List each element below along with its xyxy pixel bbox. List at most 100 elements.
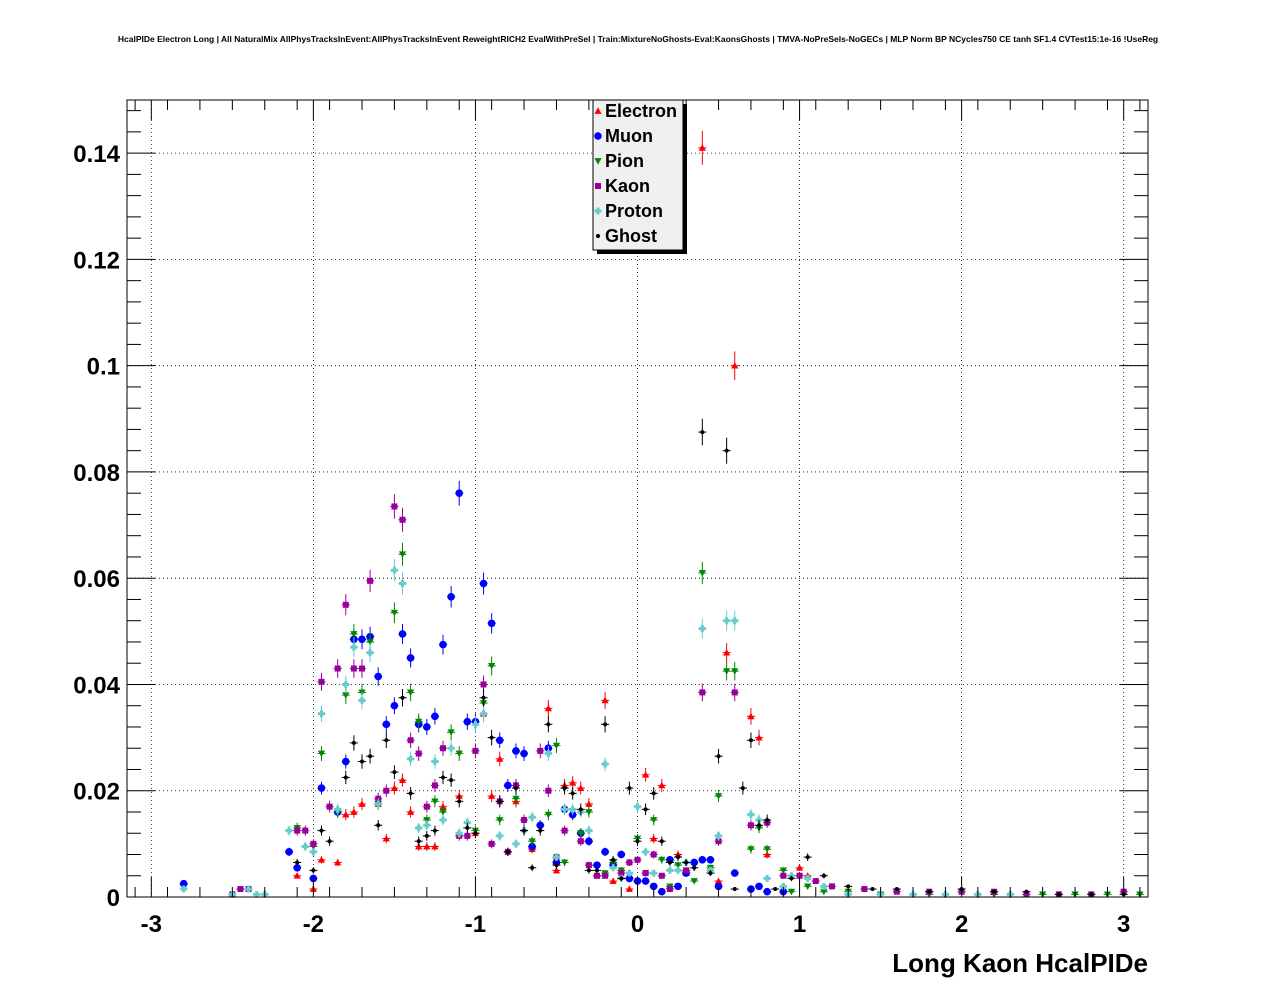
data-point-proton — [804, 874, 812, 882]
data-point-proton — [342, 680, 350, 688]
data-point-ghost — [489, 735, 494, 740]
data-point-kaon — [237, 886, 244, 893]
data-point-ghost — [659, 839, 664, 844]
y-tick-label: 0.04 — [73, 672, 120, 699]
data-point-muon — [179, 879, 188, 888]
data-point-kaon — [731, 689, 738, 696]
data-point-electron — [293, 872, 301, 879]
data-point-pion — [787, 888, 796, 896]
legend-label-muon: Muon — [605, 126, 653, 146]
data-point-proton — [674, 866, 682, 874]
data-point-pion — [658, 856, 666, 864]
data-point-ghost — [554, 863, 559, 868]
data-point-electron — [763, 850, 771, 858]
data-point-ghost — [992, 889, 997, 894]
data-point-ghost — [505, 849, 510, 854]
data-point-ghost — [643, 807, 648, 812]
data-point-electron — [714, 877, 723, 884]
data-point-kaon — [521, 816, 528, 823]
data-point-muon — [431, 712, 439, 721]
data-point-electron — [398, 776, 407, 783]
data-point-muon — [536, 821, 545, 830]
data-point-muon — [706, 856, 715, 864]
data-point-pion — [763, 846, 771, 853]
data-point-proton — [358, 696, 366, 704]
data-point-pion — [723, 668, 731, 675]
data-point-electron — [601, 696, 609, 704]
data-point-electron — [795, 864, 804, 871]
data-point-ghost — [351, 740, 356, 745]
axis-ticks — [127, 100, 1148, 898]
data-point-muon — [585, 837, 593, 846]
data-point-muon — [690, 858, 699, 867]
data-point-muon — [617, 850, 626, 859]
data-point-proton — [496, 832, 504, 840]
data-point-pion — [714, 793, 723, 800]
data-point-ghost — [457, 799, 462, 804]
data-point-muon — [317, 784, 326, 792]
data-point-muon — [423, 723, 431, 731]
data-point-muon — [520, 749, 528, 758]
chart-title: HcalPIDe Electron Long | All NaturalMix … — [118, 34, 1158, 44]
data-point-proton — [634, 803, 641, 811]
data-point-kaon — [383, 787, 390, 794]
data-point-electron — [382, 834, 390, 842]
data-point-muon — [763, 887, 771, 896]
data-point-kaon — [699, 689, 706, 696]
data-point-electron — [334, 858, 342, 866]
data-point-pion — [317, 750, 326, 758]
data-point-ghost — [432, 828, 437, 833]
data-point-kaon — [488, 840, 495, 847]
data-point-proton — [666, 866, 674, 874]
data-point-proton — [447, 744, 455, 752]
data-point-kaon — [1023, 891, 1030, 898]
data-point-kaon — [593, 872, 600, 879]
data-point-pion — [560, 859, 569, 867]
data-point-ghost — [757, 823, 762, 828]
data-point-ghost — [384, 738, 389, 743]
legend-marker-proton — [594, 207, 602, 215]
data-point-electron — [415, 842, 423, 850]
data-point-ghost — [481, 695, 486, 700]
data-point-ghost — [684, 860, 689, 865]
data-point-muon — [382, 720, 391, 729]
data-point-proton — [820, 882, 828, 890]
data-point-muon — [641, 877, 650, 885]
data-point-proton — [366, 649, 374, 657]
data-point-proton — [285, 827, 293, 835]
data-point-proton — [779, 882, 787, 890]
data-point-proton — [747, 811, 755, 819]
data-point-electron — [544, 704, 552, 712]
data-point-electron — [358, 800, 366, 807]
data-point-ghost — [870, 887, 875, 892]
data-point-electron — [755, 734, 763, 741]
data-point-kaon — [423, 803, 430, 810]
data-point-kaon — [683, 867, 690, 874]
data-point-proton — [480, 710, 488, 718]
data-point-kaon — [464, 832, 471, 839]
data-point-pion — [496, 817, 504, 824]
data-point-pion — [577, 830, 585, 837]
data-point-kaon — [715, 838, 722, 845]
data-point-pion — [390, 609, 399, 617]
data-point-electron — [642, 771, 650, 778]
data-point-pion — [455, 750, 463, 758]
data-point-kaon — [626, 859, 633, 866]
data-point-ghost — [594, 868, 599, 873]
data-point-electron — [423, 842, 431, 850]
data-point-ghost — [635, 839, 640, 844]
data-point-ghost — [748, 738, 753, 743]
data-point-muon — [601, 848, 609, 856]
y-tick-label: 0.12 — [73, 247, 120, 274]
data-point-ghost — [821, 873, 826, 878]
data-point-ghost — [295, 860, 300, 865]
data-point-muon — [593, 861, 601, 869]
data-point-ghost — [359, 759, 364, 764]
data-point-kaon — [302, 827, 309, 834]
data-point-muon — [374, 672, 382, 681]
data-point-ghost — [538, 828, 543, 833]
data-point-ghost — [651, 791, 656, 796]
data-point-muon — [512, 747, 520, 755]
data-point-ghost — [424, 833, 429, 838]
data-point-muon — [358, 635, 366, 644]
